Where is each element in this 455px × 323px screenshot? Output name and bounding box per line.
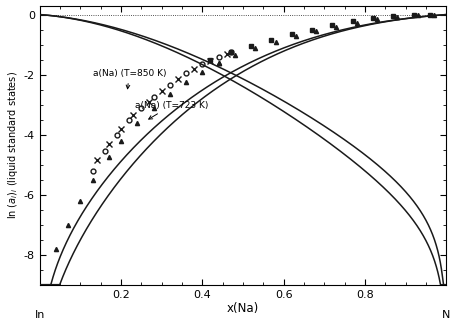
- Text: In: In: [35, 310, 45, 320]
- Text: a(Na) (T=723 K): a(Na) (T=723 K): [135, 100, 208, 119]
- Text: N: N: [441, 310, 450, 320]
- X-axis label: x(Na): x(Na): [226, 302, 258, 315]
- Y-axis label: ln $(a_i)_i$ (liquid standard states): ln $(a_i)_i$ (liquid standard states): [5, 71, 20, 219]
- Text: a(Na) (T=850 K): a(Na) (T=850 K): [92, 69, 166, 89]
